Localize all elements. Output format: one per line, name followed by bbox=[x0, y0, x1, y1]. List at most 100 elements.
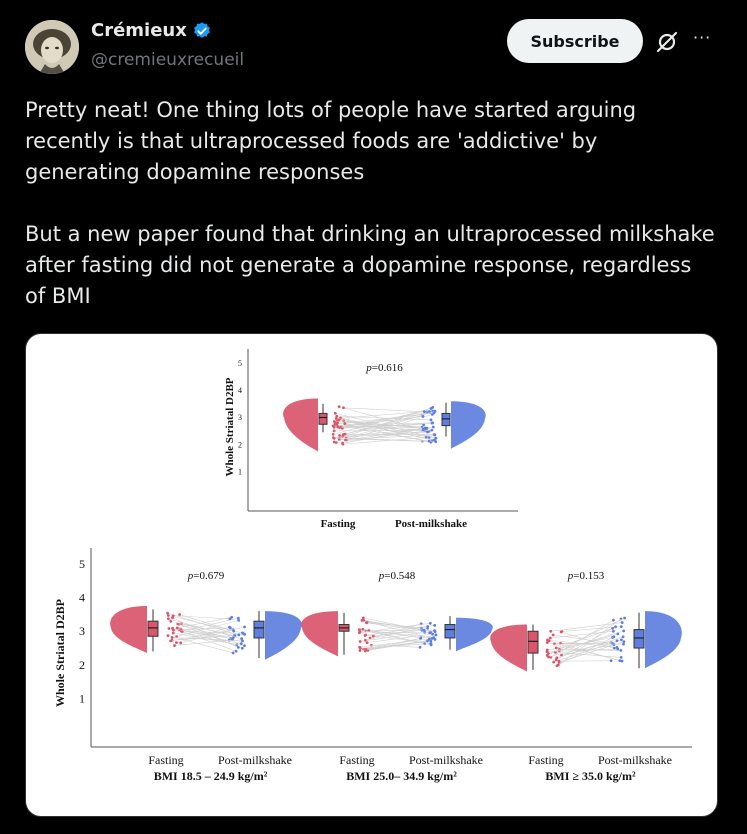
paired-line bbox=[363, 620, 425, 631]
y-axis-label: Whole Striatal D2BP bbox=[224, 377, 236, 476]
milkshake-point bbox=[240, 637, 244, 641]
milkshake-point bbox=[431, 632, 434, 636]
paired-line bbox=[176, 620, 239, 637]
fasting-point bbox=[331, 432, 335, 436]
x-tick-label: Fasting bbox=[321, 518, 356, 530]
milkshake-violin bbox=[265, 611, 302, 660]
paired-line bbox=[180, 626, 245, 644]
p-value-label: p=0.153 bbox=[567, 570, 605, 582]
milkshake-point bbox=[230, 615, 234, 619]
milkshake-point bbox=[612, 646, 616, 650]
milkshake-point bbox=[620, 638, 623, 642]
paired-line bbox=[555, 652, 622, 658]
verified-badge-icon[interactable] bbox=[192, 21, 212, 41]
milkshake-point bbox=[431, 425, 435, 429]
fasting-point bbox=[545, 648, 549, 652]
fasting-point bbox=[363, 638, 367, 642]
y-tick-label: 2 bbox=[238, 440, 242, 449]
milkshake-point bbox=[236, 616, 240, 620]
paired-line bbox=[334, 438, 436, 442]
fasting-point bbox=[547, 639, 551, 643]
more-dots-icon[interactable]: ··· bbox=[693, 28, 712, 47]
subscribe-button[interactable]: Subscribe bbox=[507, 19, 643, 63]
milkshake-point bbox=[426, 639, 429, 643]
fasting-point bbox=[171, 626, 174, 630]
fasting-point bbox=[339, 425, 342, 429]
fasting-point bbox=[554, 646, 558, 650]
author-name[interactable]: Crémieux bbox=[91, 20, 187, 41]
fasting-point bbox=[167, 627, 171, 630]
y-tick-label: 1 bbox=[79, 691, 85, 705]
fasting-point bbox=[341, 435, 345, 438]
milkshake-point bbox=[418, 645, 422, 649]
milkshake-point bbox=[426, 625, 430, 628]
fasting-point bbox=[361, 616, 365, 620]
milkshake-violin bbox=[645, 611, 682, 669]
y-tick-label: 4 bbox=[238, 386, 242, 395]
fasting-point bbox=[364, 633, 368, 637]
milkshake-point bbox=[615, 646, 619, 649]
fasting-point bbox=[343, 422, 347, 425]
milkshake-point bbox=[618, 659, 622, 663]
milkshake-point bbox=[428, 621, 432, 625]
milkshake-boxplot-box bbox=[253, 620, 265, 639]
paired-line bbox=[336, 429, 432, 443]
milkshake-boxplot-box bbox=[633, 629, 645, 649]
milkshake-point bbox=[433, 409, 437, 413]
milkshake-point bbox=[616, 632, 620, 636]
fasting-point bbox=[549, 629, 553, 633]
y-tick-label: 3 bbox=[79, 624, 85, 638]
fasting-point bbox=[169, 639, 173, 643]
paired-line bbox=[340, 427, 424, 430]
fasting-point bbox=[175, 626, 179, 630]
fasting-violin bbox=[490, 624, 527, 672]
y-axis-label: Whole Striatal D2BP bbox=[53, 599, 67, 707]
fasting-point bbox=[332, 420, 336, 423]
tweet-media-image[interactable]: Whole Striatal D2BP 1 2 3 4 5 p=0.616 Fasting Po… bbox=[25, 333, 718, 817]
milkshake-point bbox=[228, 617, 232, 621]
fasting-point bbox=[337, 418, 341, 422]
paired-line bbox=[365, 640, 428, 650]
milkshake-point bbox=[609, 659, 613, 663]
paired-line bbox=[333, 431, 428, 438]
fasting-violin bbox=[110, 606, 147, 654]
paired-line bbox=[338, 419, 435, 441]
paired-line bbox=[343, 407, 428, 413]
y-tick-label: 5 bbox=[79, 557, 85, 571]
x-tick-label: Post-milkshake bbox=[409, 753, 483, 767]
fasting-point bbox=[336, 425, 340, 429]
paired-line bbox=[173, 615, 230, 620]
milkshake-point bbox=[421, 414, 425, 418]
fasting-point bbox=[556, 663, 560, 667]
paired-line bbox=[558, 636, 615, 666]
milkshake-boxplot-box bbox=[444, 624, 456, 639]
group-label: BMI ≥ 35.0 kg/m² bbox=[545, 769, 636, 783]
fasting-point bbox=[169, 619, 173, 623]
author-handle[interactable]: @cremieuxrecueil bbox=[91, 50, 245, 70]
milkshake-point bbox=[422, 410, 426, 414]
fasting-point bbox=[551, 633, 555, 637]
paired-line bbox=[172, 627, 242, 644]
paired-line bbox=[362, 628, 421, 639]
milkshake-point bbox=[614, 625, 617, 629]
avatar[interactable] bbox=[25, 20, 79, 74]
milkshake-point bbox=[426, 430, 429, 434]
fasting-point bbox=[179, 641, 183, 645]
y-tick-label: 3 bbox=[238, 413, 242, 422]
milkshake-point bbox=[241, 639, 244, 643]
fasting-point bbox=[337, 405, 341, 409]
milkshake-point bbox=[234, 649, 238, 653]
paired-line bbox=[359, 638, 430, 648]
fasting-point bbox=[336, 421, 339, 425]
p-value-label: p=0.548 bbox=[378, 570, 416, 582]
milkshake-point bbox=[241, 632, 245, 635]
x-tick-label: Fasting bbox=[339, 753, 374, 767]
fasting-point bbox=[344, 438, 347, 442]
milkshake-point bbox=[429, 407, 433, 410]
grok-slash-icon[interactable] bbox=[655, 30, 679, 54]
paired-line bbox=[359, 622, 431, 634]
milkshake-point bbox=[620, 621, 624, 624]
fasting-boxplot-box bbox=[318, 412, 328, 425]
milkshake-point bbox=[237, 633, 241, 637]
milkshake-point bbox=[621, 635, 625, 639]
